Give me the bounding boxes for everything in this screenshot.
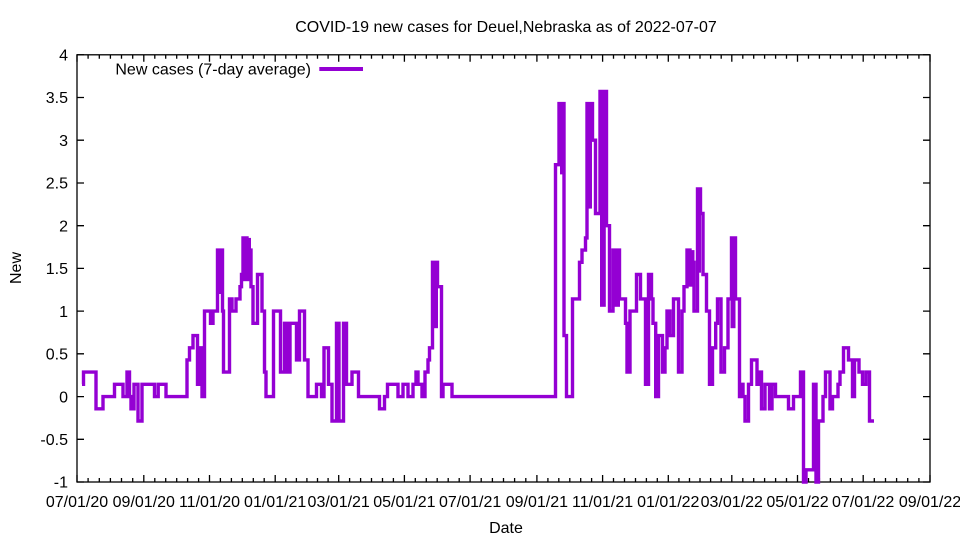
svg-text:0: 0 — [59, 389, 68, 406]
svg-text:07/01/21: 07/01/21 — [439, 494, 501, 511]
svg-text:-1: -1 — [54, 475, 68, 492]
svg-text:09/01/22: 09/01/22 — [899, 494, 960, 511]
svg-text:3.5: 3.5 — [46, 90, 68, 107]
svg-text:03/01/22: 03/01/22 — [701, 494, 763, 511]
svg-text:11/01/21: 11/01/21 — [572, 494, 633, 511]
svg-text:07/01/22: 07/01/22 — [832, 494, 894, 511]
svg-text:03/01/21: 03/01/21 — [308, 494, 370, 511]
svg-text:11/01/20: 11/01/20 — [179, 494, 240, 511]
svg-text:1.5: 1.5 — [46, 261, 68, 278]
svg-text:07/01/20: 07/01/20 — [46, 494, 108, 511]
svg-text:1: 1 — [59, 304, 68, 321]
svg-text:New: New — [8, 252, 25, 284]
svg-text:2.5: 2.5 — [46, 176, 68, 193]
svg-text:COVID-19 new cases for Deuel,N: COVID-19 new cases for Deuel,Nebraska as… — [295, 19, 717, 36]
svg-text:05/01/21: 05/01/21 — [373, 494, 435, 511]
svg-text:-0.5: -0.5 — [40, 432, 68, 449]
svg-text:New cases (7-day average): New cases (7-day average) — [115, 62, 311, 79]
svg-text:4: 4 — [59, 48, 68, 65]
svg-text:09/01/20: 09/01/20 — [113, 494, 175, 511]
svg-text:3: 3 — [59, 133, 68, 150]
svg-text:09/01/21: 09/01/21 — [506, 494, 568, 511]
svg-text:01/01/22: 01/01/22 — [637, 494, 699, 511]
svg-text:2: 2 — [59, 218, 68, 235]
svg-text:01/01/21: 01/01/21 — [244, 494, 306, 511]
svg-text:05/01/22: 05/01/22 — [766, 494, 828, 511]
svg-text:0.5: 0.5 — [46, 347, 68, 364]
svg-text:Date: Date — [489, 520, 523, 537]
